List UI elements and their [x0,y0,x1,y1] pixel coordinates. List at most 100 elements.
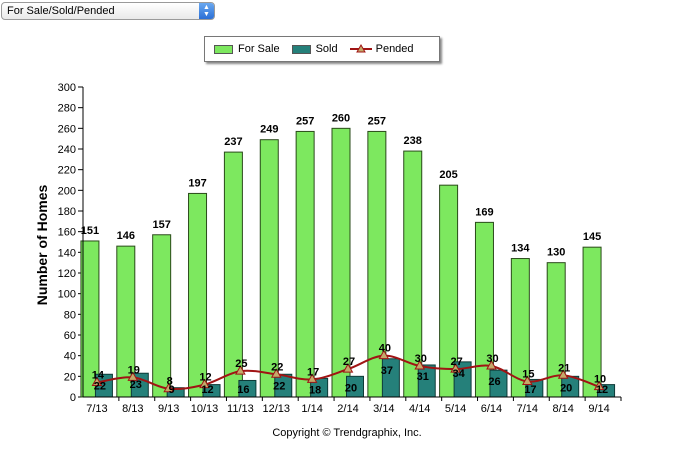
for-sale-value-label: 130 [547,247,565,259]
pended-value-label: 14 [92,370,105,382]
y-tick-label: 220 [58,165,76,177]
dropdown-selected-value: For Sale/Sold/Pended [7,5,115,17]
y-tick-label: 140 [58,247,76,259]
sold-value-label: 34 [452,368,465,380]
legend-label-for-sale: For Sale [238,43,280,55]
pended-marker [486,359,497,370]
x-tick-label: 6/14 [481,403,502,415]
sold-value-label: 31 [417,371,429,383]
pended-value-label: 19 [128,364,140,376]
pended-marker [235,365,246,375]
for-sale-bar [259,139,279,398]
for-sale-value-label: 169 [475,206,493,218]
for-sale-bar [152,234,172,398]
for-sale-value-label: 257 [296,115,314,127]
sold-value-label: 12 [596,384,608,396]
sold-swatch [291,44,311,54]
pended-value-label: 22 [271,361,283,373]
pended-marker [127,371,139,381]
sold-value-label: 20 [560,382,572,394]
x-tick-label: 12/13 [263,403,291,415]
for-sale-value-label: 197 [188,177,206,189]
sold-value-label: 20 [345,382,357,394]
for-sale-value-label: 146 [117,230,135,242]
pended-swatch-icon [349,44,372,53]
pended-marker [270,368,282,378]
for-sale-value-label: 260 [332,112,350,124]
legend-item-pended: Pended [349,43,414,55]
pended-marker [91,376,103,387]
sold-value-label: 17 [524,384,536,396]
pended-marker [199,378,210,389]
y-tick-label: 60 [64,330,76,342]
for-sale-bar [188,192,208,398]
legend-item-for-sale: For Sale [214,43,280,55]
pended-marker [450,363,461,373]
sold-value-label: 22 [273,380,285,392]
sold-value-label: 37 [381,365,393,377]
sold-value-label: 22 [94,380,106,392]
x-tick-label: 7/14 [517,403,538,415]
for-sale-value-label: 249 [260,124,278,136]
for-sale-value-label: 151 [81,225,99,237]
y-tick-label: 180 [58,206,76,218]
sold-value-label: 12 [201,384,213,396]
x-tick-label: 9/13 [158,403,179,415]
pended-value-label: 12 [199,372,211,384]
x-tick-label: 9/14 [588,403,609,415]
pended-value-label: 10 [594,374,606,386]
pended-value-label: 25 [235,358,247,370]
for-sale-value-label: 145 [583,231,601,243]
for-sale-value-label: 157 [152,219,170,231]
sold-value-label: 23 [130,379,142,391]
x-tick-label: 11/13 [227,403,254,415]
pended-value-label: 15 [522,369,534,381]
pended-marker [342,363,354,373]
y-tick-label: 20 [64,371,76,383]
pended-marker [557,369,569,379]
x-tick-label: 8/14 [552,403,573,415]
legend: For Sale Sold Pended [204,36,440,62]
for-sale-value-label: 238 [404,135,422,147]
y-tick-label: 120 [58,268,76,280]
for-sale-value-label: 134 [511,243,530,255]
legend-label-pended: Pended [375,43,414,55]
copyright: Copyright © Trendgraphix, Inc. [272,427,422,439]
legend-item-sold: Sold [291,43,338,55]
pended-marker [521,375,533,385]
chart-type-dropdown[interactable]: For Sale/Sold/Pended ▲ ▼ [1,2,215,20]
sold-value-label: 16 [237,384,249,396]
y-tick-label: 280 [58,103,76,115]
y-tick-label: 260 [58,123,76,135]
pended-value-label: 40 [379,343,391,355]
pended-marker [378,349,390,360]
pended-marker [593,380,605,391]
for-sale-value-label: 237 [224,136,242,148]
x-tick-label: 4/14 [409,403,430,415]
x-tick-label: 3/14 [373,403,394,415]
for-sale-swatch [214,44,233,54]
pended-value-label: 27 [343,356,355,368]
y-tick-label: 0 [70,392,76,404]
sold-value-label: 9 [169,384,175,396]
y-tick-label: 40 [64,351,76,363]
for-sale-value-label: 205 [439,169,457,181]
for-sale-value-label: 257 [368,115,386,127]
dropdown-arrows-icon[interactable]: ▲ ▼ [199,3,214,19]
x-tick-label: 10/13 [191,403,219,415]
y-tick-label: 300 [58,82,76,94]
y-tick-label: 240 [58,144,76,156]
y-tick-label: 160 [58,227,76,239]
pended-value-label: 8 [167,376,173,388]
pended-value-label: 21 [558,362,570,374]
x-tick-label: 7/13 [86,403,107,415]
y-tick-label: 80 [64,309,76,321]
pended-marker [306,373,318,383]
pended-value-label: 27 [450,356,462,368]
pended-value-label: 30 [486,353,498,365]
y-tick-label: 100 [58,289,76,301]
sold-value-label: 26 [488,376,500,388]
y-tick-label: 200 [58,185,76,197]
x-tick-label: 5/14 [445,403,466,415]
x-tick-label: 1/14 [301,403,322,415]
